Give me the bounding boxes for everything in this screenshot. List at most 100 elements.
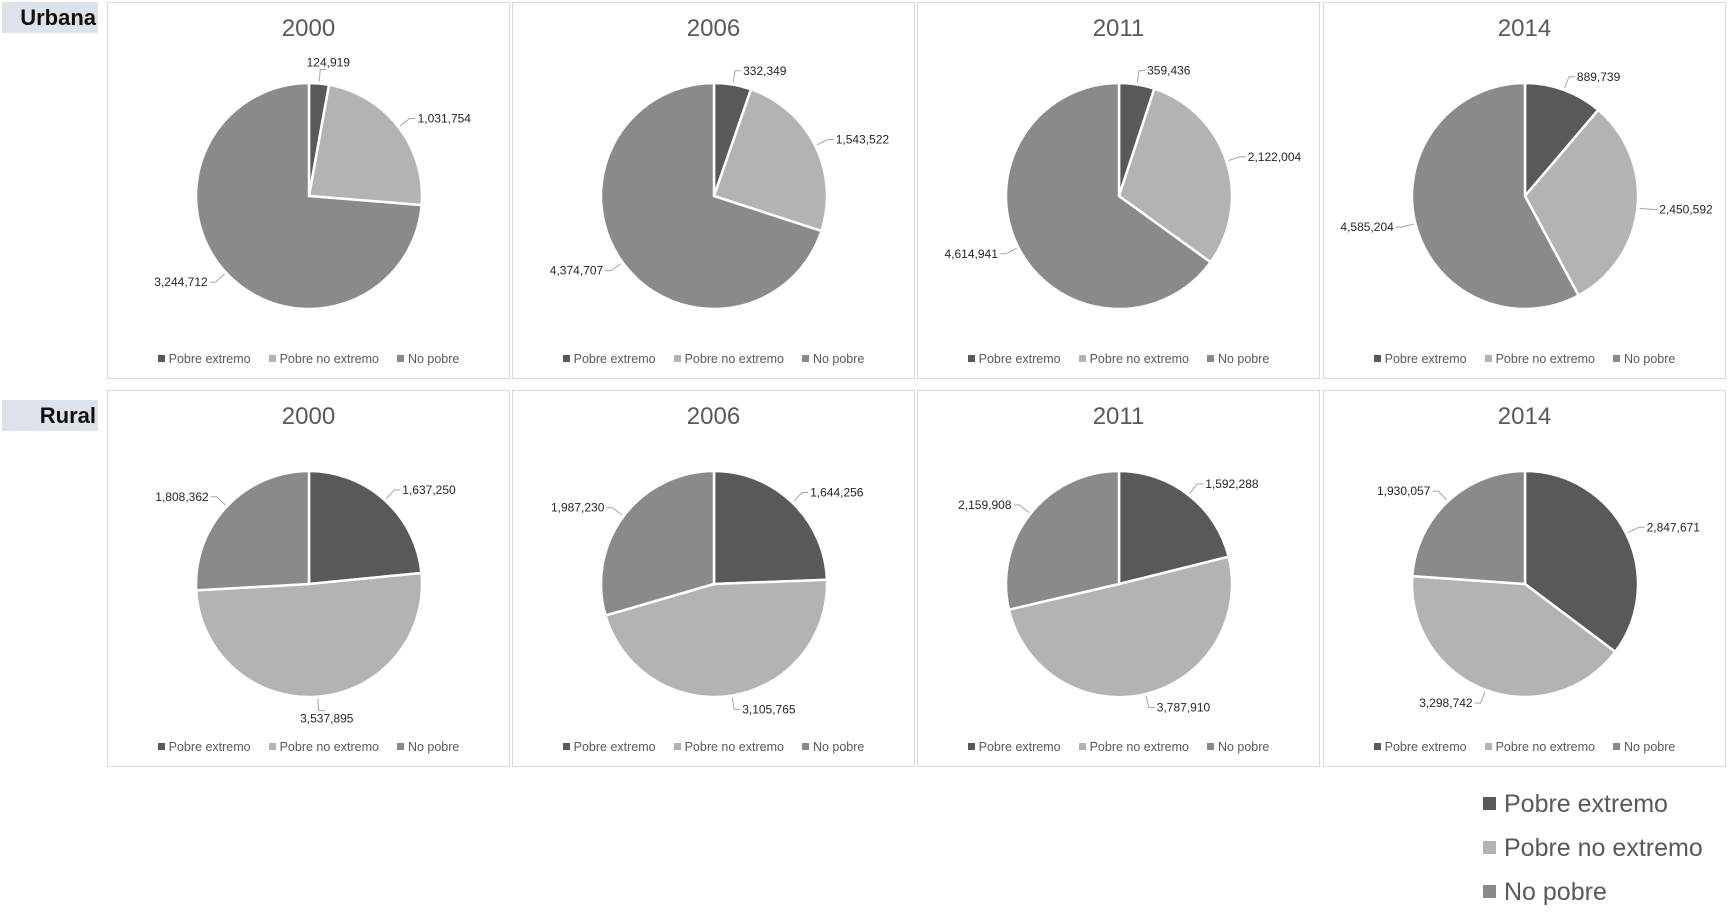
pie-slice-pobre-no-extremo [603,578,829,699]
pie-svg: 1,644,256 3,105,765 1,987,230 [551,469,864,716]
legend-item: No pobre [1206,740,1270,754]
leader-line [318,69,327,82]
pie-chart-urbana-2006: 2006 332,349 1,543,522 4,374,707 Pobre extre… [512,2,915,379]
legend-label: Pobre no extremo [1504,834,1703,862]
legend-item: Pobre extremo [157,352,251,366]
legend-swatch [1612,355,1620,362]
leader-line [385,489,401,500]
legend-label: Pobre no extremo [1089,740,1189,754]
chart-legend: Pobre extremo Pobre no extremo No pobre [108,352,509,366]
data-label: 889,739 [1577,70,1621,84]
legend-item: Pobre no extremo [1484,740,1595,754]
data-label: 1,644,256 [810,486,864,500]
leader-line [209,273,225,283]
legend-item: Pobre extremo [562,352,656,366]
legend-label: No pobre [812,740,865,754]
legend-label: Pobre extremo [1384,740,1467,754]
data-label: 2,847,671 [1647,520,1701,534]
leader-line [1395,223,1414,228]
legend-label: Pobre extremo [168,740,251,754]
chart-title: 2006 [686,15,741,42]
pie-chart-rural-2011: 2011 1,592,288 3,787,910 2,159,908 Pobre ext… [917,390,1320,767]
legend-item: Pobre no extremo [268,740,379,754]
chart-title: 2014 [1497,403,1552,430]
legend-label: No pobre [407,352,460,366]
chart-legend: Pobre extremo Pobre no extremo No pobre [108,740,509,754]
data-label: 1,930,057 [1377,484,1431,498]
legend-swatch [1078,743,1086,750]
legend-swatch-pobre-no-extremo [1483,841,1496,854]
legend-swatch [801,743,809,750]
leader-line [816,139,834,146]
legend-item: Pobre no extremo [673,740,784,754]
legend-item: Pobre extremo [967,740,1061,754]
pie-slice-pobre-no-extremo [1007,555,1234,699]
leader-line [1228,156,1246,162]
pie-slice-no-pobre [1004,81,1213,311]
row-label-urbana: Urbana [2,2,98,33]
legend-label: Pobre extremo [978,352,1061,366]
pie-slice-pobre-extremo [307,469,423,586]
legend-item: No pobre [396,352,460,366]
legend-item: No pobre [801,352,865,366]
data-label: 4,614,941 [945,247,999,261]
legend-label: Pobre no extremo [1495,352,1595,366]
data-label: 3,105,765 [742,702,796,716]
legend-label: No pobre [1217,352,1270,366]
leader-line [1474,691,1486,704]
legend-swatch-no-pobre [1483,885,1496,898]
pie-slice-no-pobre [1410,469,1527,586]
legend-label: Pobre no extremo [279,740,379,754]
leader-line [1189,483,1204,494]
data-label: 2,450,592 [1659,202,1713,216]
data-label: 3,244,712 [154,275,208,289]
pie-svg: 124,919 1,031,754 3,244,712 [154,56,471,311]
leader-line [1432,490,1447,501]
legend-label: No pobre [1217,740,1270,754]
pie-chart-rural-2000: 2000 1,637,250 3,537,895 1,808,362 Pobre ext… [107,390,510,767]
pie-slice-no-pobre [599,469,716,618]
data-label: 359,436 [1147,64,1191,78]
data-label: 1,987,230 [551,501,605,515]
leader-line [793,492,809,502]
legend-label: No pobre [812,352,865,366]
chart-legend: Pobre extremo Pobre no extremo No pobre [513,352,914,366]
legend-label: Pobre no extremo [684,352,784,366]
pie-slice-no-pobre [1004,469,1121,612]
legend-label: No pobre [1504,878,1607,906]
legend-swatch [268,355,276,362]
legend-label: Pobre extremo [1504,790,1668,818]
legend-label: Pobre extremo [168,352,251,366]
chart-title: 2000 [281,403,336,430]
legend-swatch [157,743,165,750]
data-label: 1,637,250 [402,483,456,497]
pie-svg: 1,592,288 3,787,910 2,159,908 [958,469,1259,715]
legend-swatch [967,355,975,362]
leader-line [399,118,416,127]
legend-label: Pobre no extremo [1089,352,1189,366]
pie-chart-rural-2006: 2006 1,644,256 3,105,765 1,987,230 Pobre ext… [512,390,915,767]
legend-swatch [1373,355,1381,362]
data-label: 4,585,204 [1340,220,1394,234]
legend-swatch [673,743,681,750]
main-legend-item: Pobre extremo [1483,789,1703,833]
data-label: 124,919 [307,56,351,70]
legend-label: No pobre [407,740,460,754]
leader-line [1136,70,1146,83]
pie-slice-pobre-extremo [1117,469,1231,586]
data-label: 1,808,362 [155,490,209,504]
leader-line [1639,207,1658,210]
data-label: 4,374,707 [550,264,604,278]
pie-slice-pobre-no-extremo [712,87,829,233]
legend-swatch [268,743,276,750]
pie-svg: 359,436 2,122,004 4,614,941 [945,64,1302,311]
leader-line [1145,695,1155,708]
legend-label: Pobre no extremo [1495,740,1595,754]
pie-chart-urbana-2000: 2000 124,919 1,031,754 3,244,712 Pobre extre… [107,2,510,379]
pie-svg: 889,739 2,450,592 4,585,204 [1340,70,1713,311]
main-legend: Pobre extremo Pobre no extremo No pobre [1483,789,1703,921]
leader-line [731,697,741,710]
leader-line [605,263,622,272]
pie-slice-no-pobre [194,469,311,592]
chart-legend: Pobre extremo Pobre no extremo No pobre [513,740,914,754]
